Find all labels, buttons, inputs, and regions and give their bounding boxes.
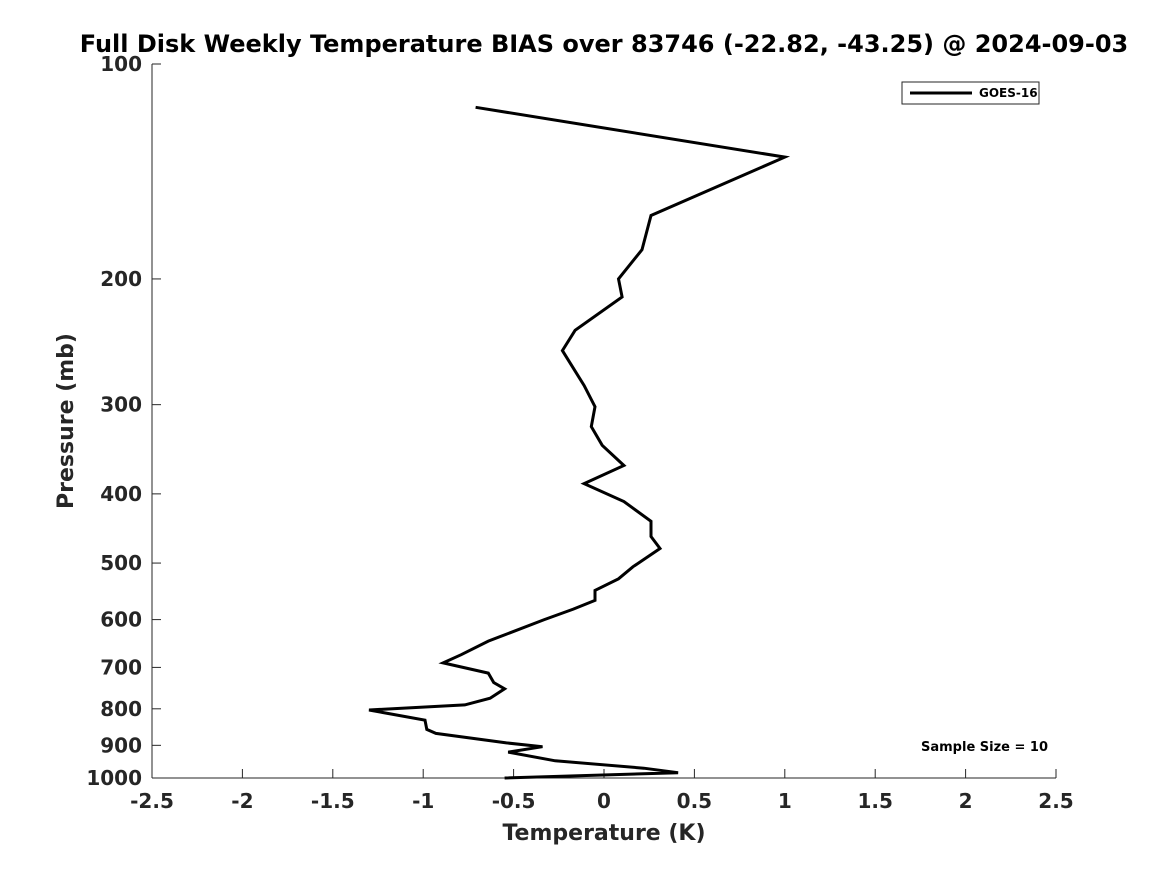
y-tick-label: 600: [100, 608, 142, 632]
x-tick-label: -2: [231, 789, 253, 813]
x-tick-label: -1.5: [311, 789, 355, 813]
x-axis-label: Temperature (K): [502, 821, 705, 846]
x-tick-label: 1: [778, 789, 792, 813]
sample-size-annotation: Sample Size = 10: [921, 740, 1048, 755]
y-tick-label: 800: [100, 697, 142, 721]
y-tick-label: 700: [100, 655, 142, 679]
x-tick-label: -0.5: [492, 789, 536, 813]
plot-background: [152, 64, 1056, 778]
legend: GOES-16: [901, 81, 1040, 105]
x-tick-label: 1.5: [857, 789, 892, 813]
y-tick-label: 900: [100, 733, 142, 757]
y-axis-ticks: 100 200 300 400 500 600 700 800 900 1000: [86, 52, 161, 790]
x-tick-label: 2: [959, 789, 973, 813]
x-axis-ticks: -2.5 -2 -1.5 -1 -0.5 0 0.5 1 1.5 2 2.5: [130, 769, 1074, 813]
series-line-goes-16: [368, 105, 791, 780]
x-tick-label: -2.5: [130, 789, 174, 813]
y-tick-label: 1000: [86, 766, 142, 790]
y-axis-label: Pressure (mb): [54, 333, 79, 509]
x-tick-label: 2.5: [1038, 789, 1073, 813]
x-tick-label: -1: [412, 789, 434, 813]
x-tick-label: 0: [597, 789, 611, 813]
y-tick-label: 100: [100, 52, 142, 76]
y-tick-label: 300: [100, 393, 142, 417]
y-tick-label: 200: [100, 267, 142, 291]
x-tick-label: 0.5: [677, 789, 712, 813]
chart-title: Full Disk Weekly Temperature BIAS over 8…: [80, 30, 1128, 58]
legend-label-goes-16: GOES-16: [979, 86, 1038, 100]
y-tick-label: 400: [100, 482, 142, 506]
y-tick-label: 500: [100, 551, 142, 575]
